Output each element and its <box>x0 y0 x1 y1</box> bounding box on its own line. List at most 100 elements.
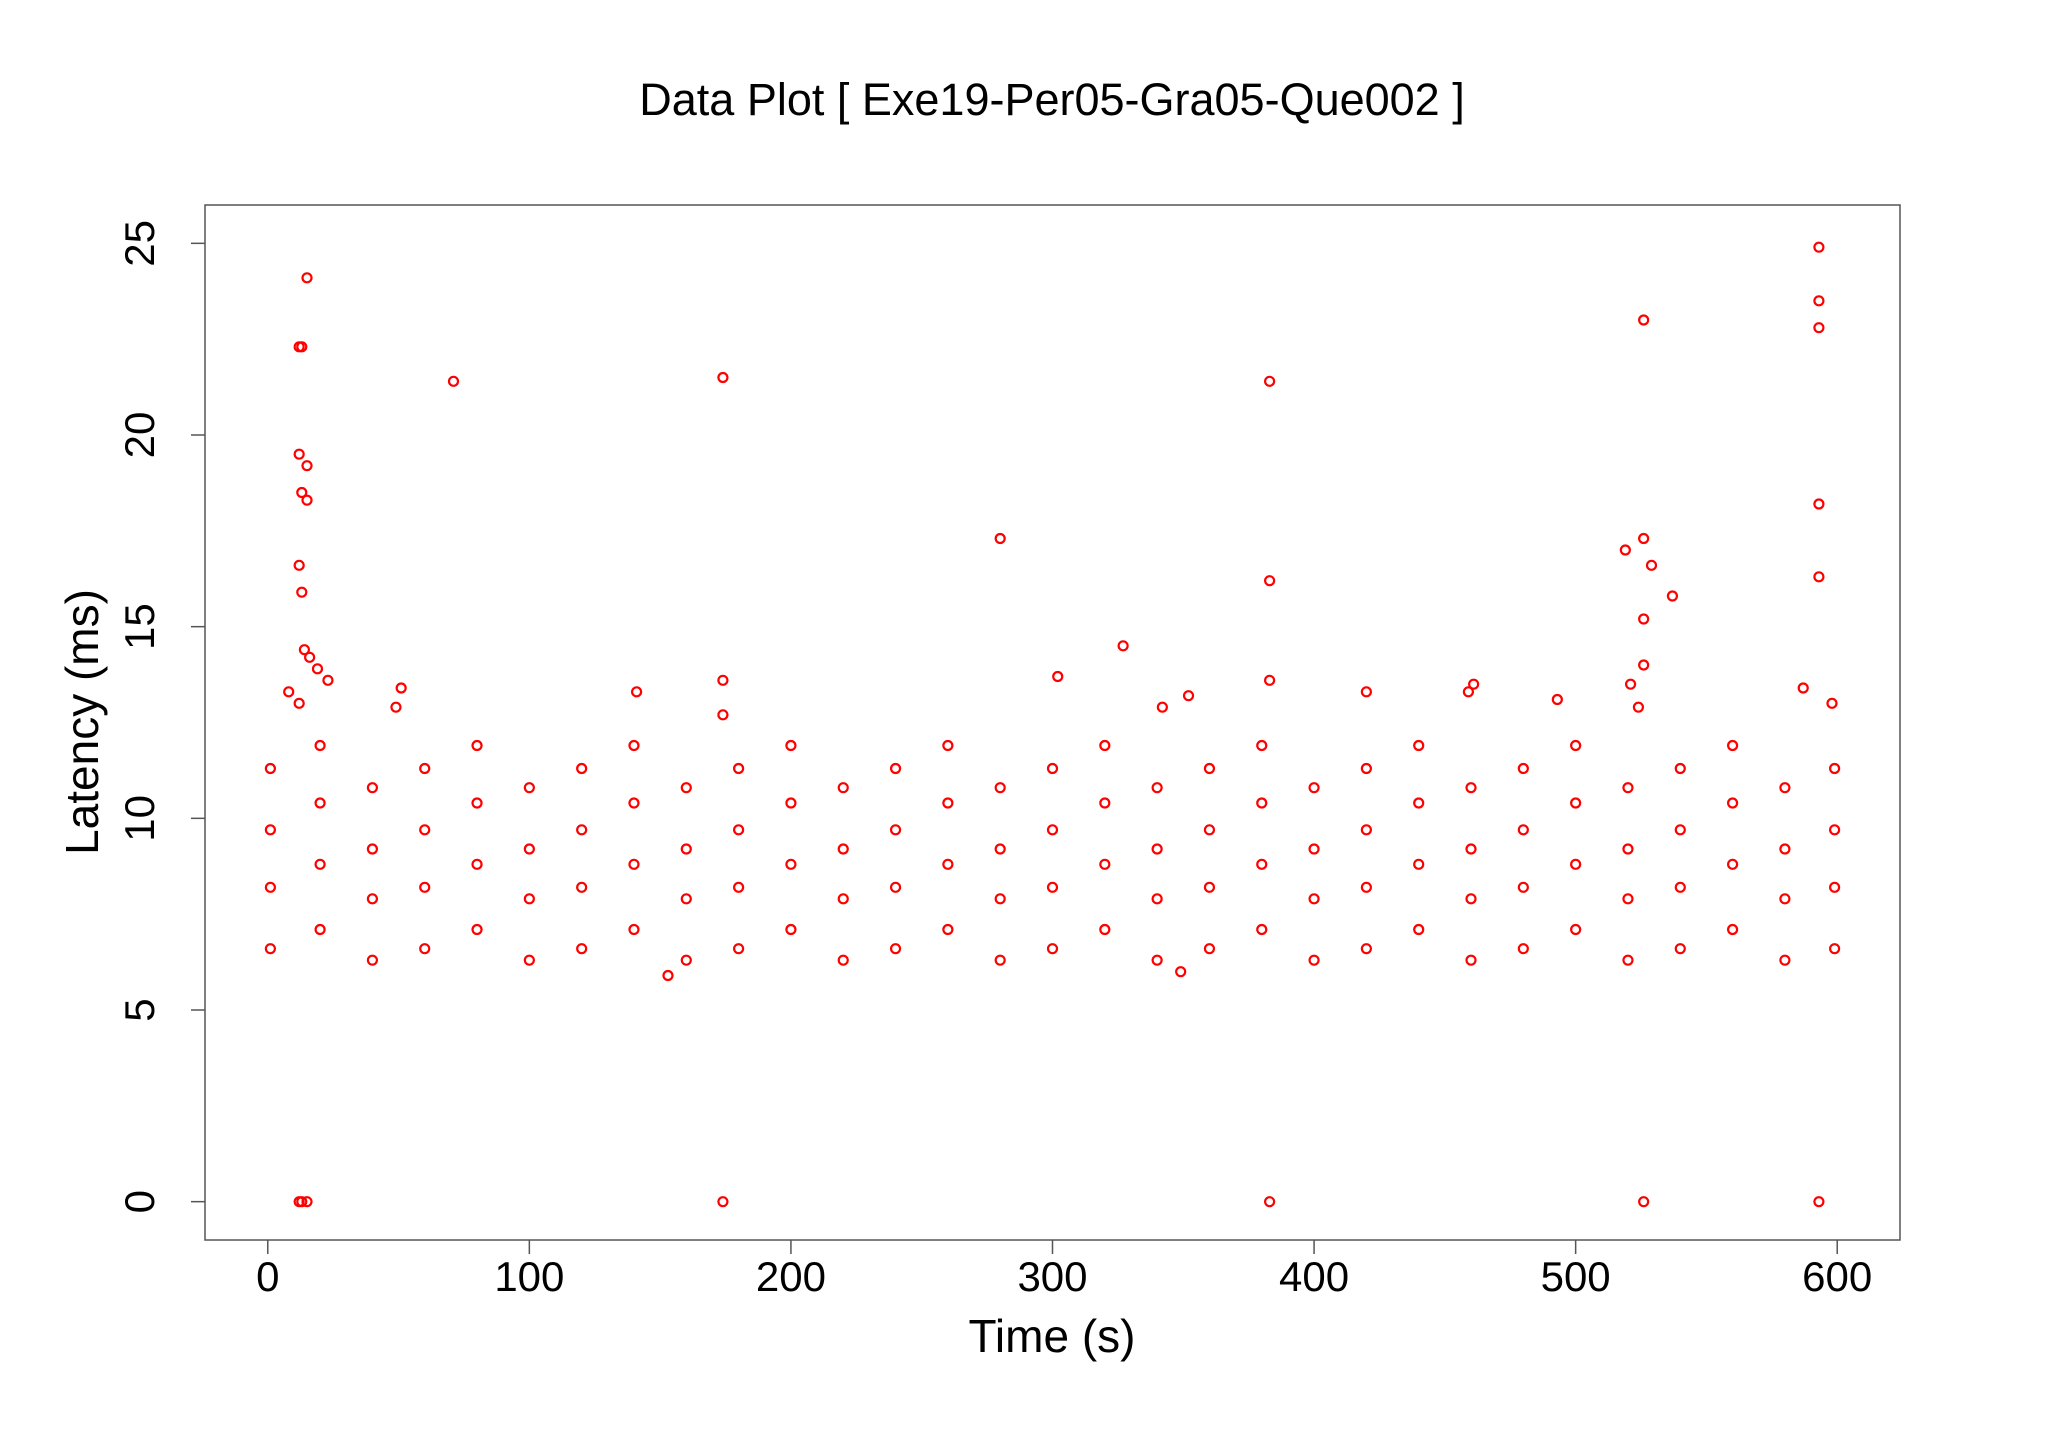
x-tick-label: 500 <box>1541 1253 1611 1300</box>
point <box>630 686 643 698</box>
point <box>1570 923 1582 936</box>
point <box>576 762 588 775</box>
point <box>1099 797 1111 809</box>
point <box>1360 824 1372 836</box>
point <box>366 954 379 966</box>
y-axis-label: Latency (ms) <box>56 589 108 855</box>
point <box>1156 701 1168 713</box>
point <box>942 858 954 870</box>
point <box>1308 782 1320 794</box>
point <box>1308 843 1320 855</box>
point <box>1570 797 1582 809</box>
chart-title: Data Plot [ Exe19-Per05-Gra05-Que002 ] <box>639 74 1464 125</box>
x-tick-label: 400 <box>1279 1253 1349 1300</box>
point <box>1046 762 1059 775</box>
point <box>1465 954 1477 966</box>
point <box>733 881 745 893</box>
point <box>283 686 295 698</box>
point <box>576 943 588 955</box>
point <box>1360 881 1372 893</box>
point <box>1622 954 1634 966</box>
point <box>1813 241 1825 253</box>
point <box>1726 797 1739 809</box>
point <box>293 559 305 571</box>
point <box>1674 881 1686 893</box>
point <box>1360 686 1372 698</box>
plot-frame <box>204 204 1901 1241</box>
point <box>733 943 745 955</box>
point <box>1468 678 1480 690</box>
point <box>322 674 334 686</box>
point <box>1674 762 1686 775</box>
point <box>785 739 797 752</box>
point <box>680 843 692 855</box>
point <box>628 739 640 752</box>
point <box>1638 659 1650 671</box>
x-tick-label: 0 <box>256 1253 279 1300</box>
point <box>419 762 431 775</box>
point <box>1570 858 1582 870</box>
point <box>1203 881 1216 893</box>
point <box>1308 893 1320 905</box>
point <box>889 943 902 955</box>
point <box>576 881 588 893</box>
point <box>1779 782 1791 794</box>
y-tick-label: 5 <box>116 998 163 1021</box>
point <box>293 697 305 709</box>
point <box>1624 678 1637 690</box>
point <box>837 782 849 794</box>
point <box>1622 782 1634 794</box>
point <box>1264 1196 1276 1208</box>
point <box>1413 797 1425 809</box>
point <box>1175 966 1187 978</box>
point <box>390 701 402 713</box>
point <box>717 1196 729 1208</box>
point <box>994 782 1006 794</box>
point <box>523 782 535 794</box>
y-tick-label: 20 <box>116 412 163 459</box>
point <box>395 682 407 694</box>
point <box>1360 762 1372 775</box>
point <box>1638 532 1650 545</box>
point <box>628 923 640 936</box>
point <box>1813 498 1825 510</box>
point <box>1360 943 1372 955</box>
point <box>785 923 797 936</box>
y-tick-label: 25 <box>116 220 163 267</box>
y-tick-label: 10 <box>116 795 163 842</box>
point <box>1779 843 1791 855</box>
point <box>717 371 729 384</box>
point <box>1779 893 1791 905</box>
point <box>304 651 316 663</box>
point <box>1308 954 1320 966</box>
point <box>733 824 745 836</box>
point <box>447 375 460 387</box>
point <box>264 943 276 955</box>
point <box>471 739 483 752</box>
point <box>264 824 276 836</box>
point <box>296 586 308 598</box>
point <box>366 843 379 855</box>
point <box>301 460 313 472</box>
point <box>942 923 954 936</box>
point <box>366 893 379 905</box>
point <box>293 448 305 460</box>
point <box>1465 893 1477 905</box>
point <box>1203 824 1216 836</box>
point <box>1046 943 1059 955</box>
point <box>1517 881 1529 893</box>
point <box>628 858 640 870</box>
point <box>1046 824 1059 836</box>
point <box>889 762 902 775</box>
point <box>1726 858 1739 870</box>
point <box>1813 1196 1825 1208</box>
point <box>419 824 431 836</box>
point <box>1779 954 1791 966</box>
point <box>1203 762 1216 775</box>
point <box>1117 640 1129 652</box>
point <box>837 954 849 966</box>
point <box>1619 544 1631 556</box>
point <box>1517 943 1529 955</box>
point <box>1462 686 1475 698</box>
